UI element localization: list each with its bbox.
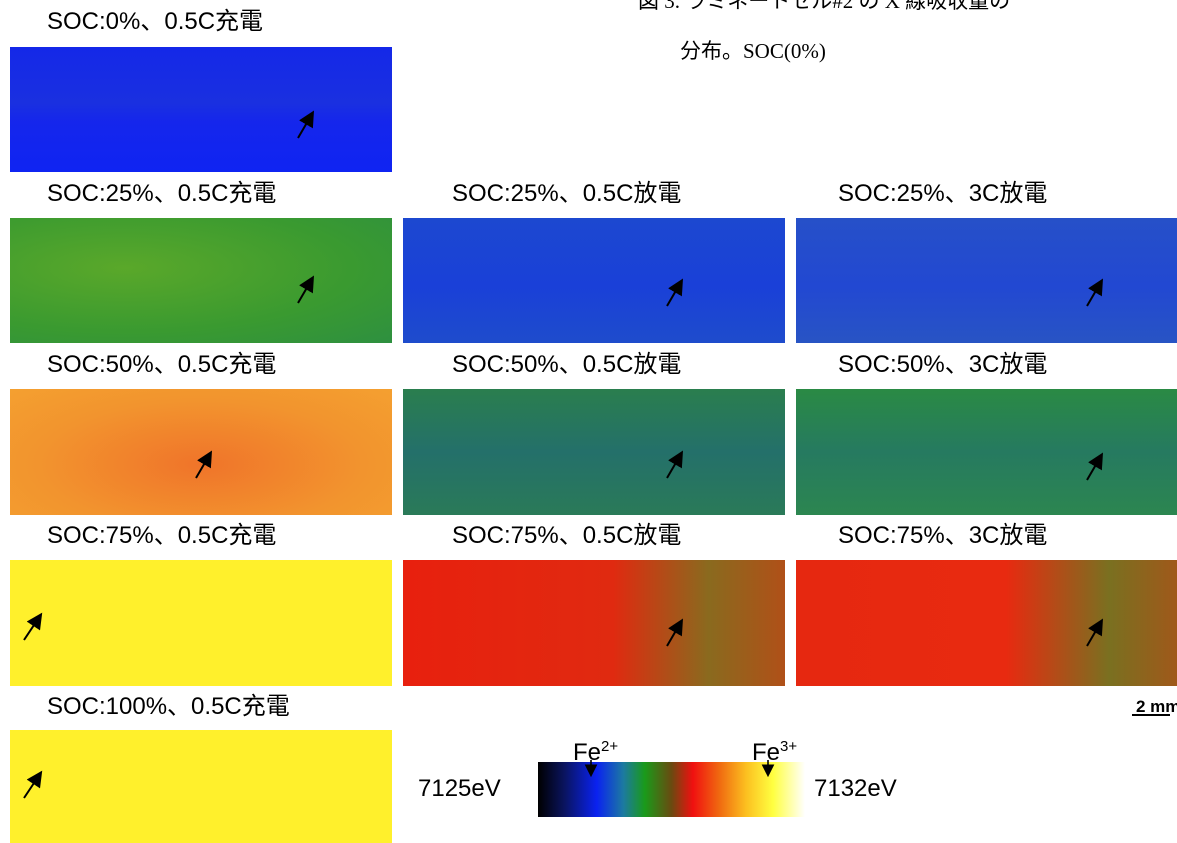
colorbar-min: 7125eV	[418, 775, 501, 803]
panel-image	[403, 218, 785, 343]
element: Fe	[573, 739, 601, 766]
panel-label: SOC:0%、0.5C充電	[47, 8, 263, 36]
element: Fe	[752, 739, 780, 766]
charge: 2+	[601, 738, 618, 755]
caption-line: 分布。SOC(0%)	[680, 38, 826, 64]
panel-label: SOC:50%、0.5C放電	[452, 351, 681, 379]
panel-label: SOC:75%、0.5C充電	[47, 522, 276, 550]
panel-image	[796, 560, 1177, 686]
panel-label: SOC:75%、3C放電	[838, 522, 1047, 550]
panel-image	[796, 218, 1177, 343]
panel-image	[10, 47, 392, 172]
panel-label: SOC:100%、0.5C充電	[47, 693, 290, 721]
panel-label: SOC:25%、3C放電	[838, 180, 1047, 208]
panel-image	[403, 560, 785, 686]
colorbar	[538, 762, 805, 817]
panel-image	[10, 218, 392, 343]
panel-image	[10, 730, 392, 843]
panel-image	[10, 560, 392, 686]
colorbar-marker: Fe2+	[573, 733, 618, 767]
page: {"caption": {"line1": "図 3. ラミネートセル#2 の …	[0, 0, 1177, 843]
colorbar-max: 7132eV	[814, 775, 897, 803]
colorbar-marker: Fe3+	[752, 733, 797, 767]
charge: 3+	[780, 738, 797, 755]
panel-label: SOC:75%、0.5C放電	[452, 522, 681, 550]
scale-bar-label: 2 mm	[1136, 693, 1177, 721]
panel-label: SOC:25%、0.5C放電	[452, 180, 681, 208]
panel-image	[10, 389, 392, 515]
panel-label: SOC:50%、3C放電	[838, 351, 1047, 379]
panel-image	[403, 389, 785, 515]
caption-line: 図 3. ラミネートセル#2 の X 線吸収量の	[638, 0, 1010, 14]
panel-image	[796, 389, 1177, 515]
panel-label: SOC:50%、0.5C充電	[47, 351, 276, 379]
scale-bar	[1132, 714, 1170, 716]
panel-label: SOC:25%、0.5C充電	[47, 180, 276, 208]
